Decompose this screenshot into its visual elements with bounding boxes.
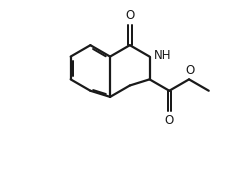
Text: NH: NH <box>154 49 172 62</box>
Text: O: O <box>185 64 194 77</box>
Text: O: O <box>125 9 134 22</box>
Text: O: O <box>165 114 174 127</box>
